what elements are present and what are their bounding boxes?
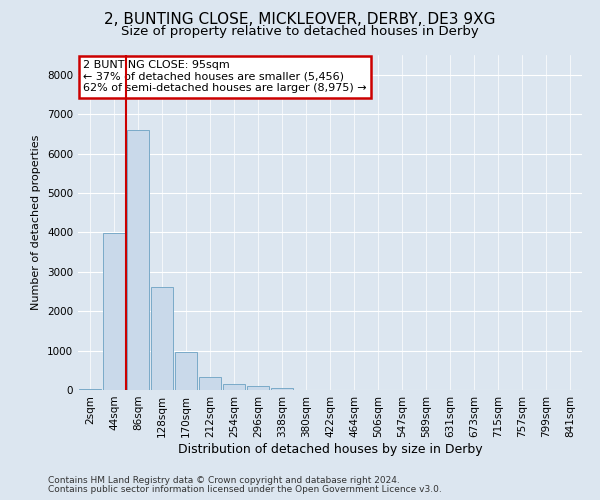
Y-axis label: Number of detached properties: Number of detached properties xyxy=(31,135,41,310)
Bar xyxy=(151,286,173,390)
X-axis label: Distribution of detached houses by size in Derby: Distribution of detached houses by size … xyxy=(178,442,482,456)
Bar xyxy=(103,233,125,390)
Bar xyxy=(127,130,149,390)
Bar xyxy=(247,386,269,390)
Bar xyxy=(175,352,197,390)
Text: 2 BUNTING CLOSE: 95sqm
← 37% of detached houses are smaller (5,456)
62% of semi-: 2 BUNTING CLOSE: 95sqm ← 37% of detached… xyxy=(83,60,367,93)
Bar xyxy=(199,376,221,390)
Bar xyxy=(271,388,293,390)
Bar xyxy=(223,384,245,390)
Text: Size of property relative to detached houses in Derby: Size of property relative to detached ho… xyxy=(121,25,479,38)
Text: 2, BUNTING CLOSE, MICKLEOVER, DERBY, DE3 9XG: 2, BUNTING CLOSE, MICKLEOVER, DERBY, DE3… xyxy=(104,12,496,28)
Text: Contains public sector information licensed under the Open Government Licence v3: Contains public sector information licen… xyxy=(48,485,442,494)
Bar xyxy=(79,389,101,390)
Text: Contains HM Land Registry data © Crown copyright and database right 2024.: Contains HM Land Registry data © Crown c… xyxy=(48,476,400,485)
